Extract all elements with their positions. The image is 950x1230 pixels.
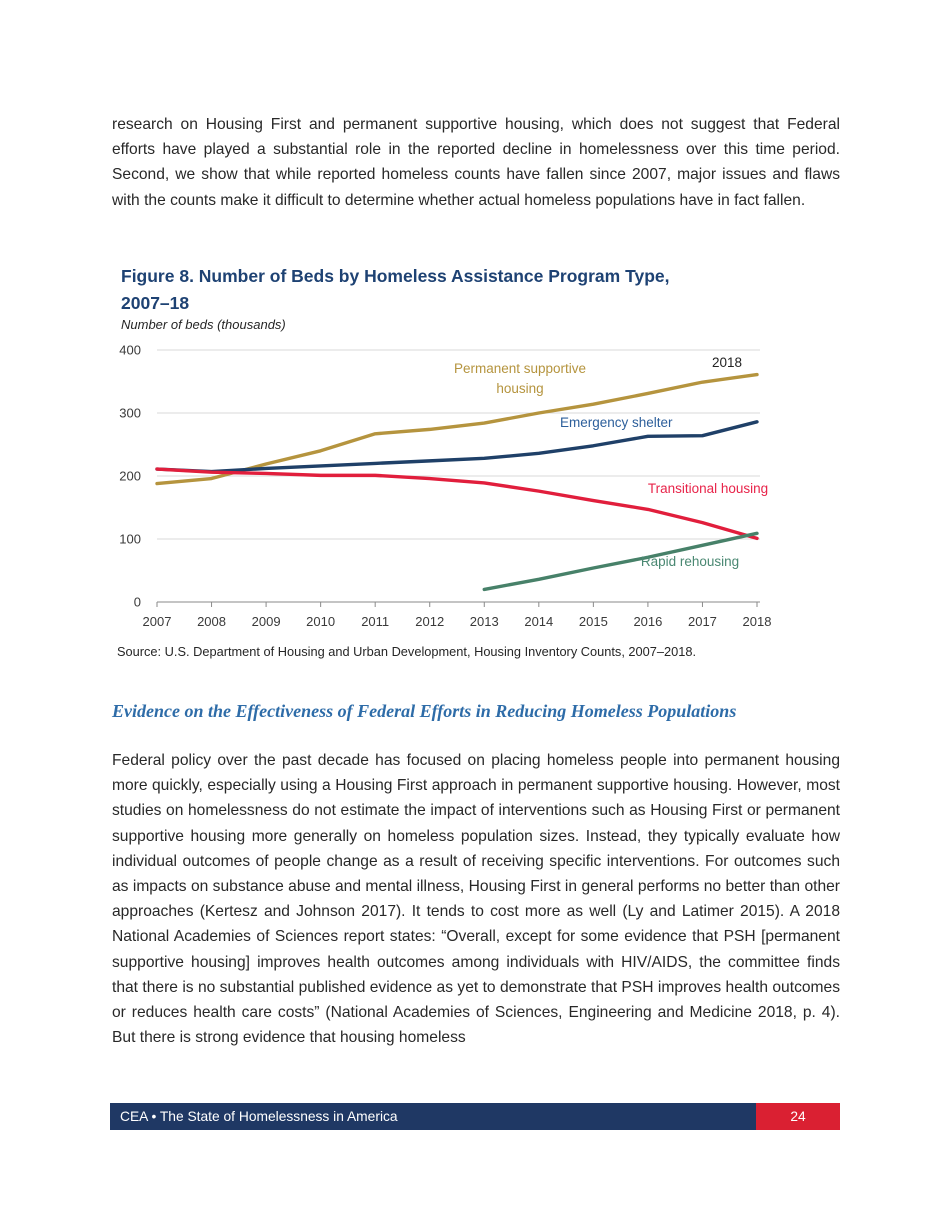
y-tick-label: 200 bbox=[119, 469, 141, 484]
paragraph-body: Federal policy over the past decade has … bbox=[112, 752, 840, 1047]
series-label-permanent-supportive-housing: Permanent supportive housing bbox=[453, 361, 587, 396]
x-tick-label: 2008 bbox=[197, 614, 226, 629]
y-tick-label: 100 bbox=[119, 532, 141, 547]
x-tick-label: 2015 bbox=[579, 614, 608, 629]
x-tick-label: 2013 bbox=[470, 614, 499, 629]
x-tick-label: 2018 bbox=[743, 614, 772, 629]
y-axis-title: Number of beds (thousands) bbox=[121, 317, 286, 332]
y-tick-label: 0 bbox=[134, 595, 141, 610]
source-note: Source: U.S. Department of Housing and U… bbox=[117, 644, 697, 659]
x-tick-label: 2011 bbox=[361, 614, 389, 629]
figure-title-line2: 2007–18 bbox=[121, 293, 190, 313]
figure-title-line1: Figure 8. Number of Beds by Homeless Ass… bbox=[121, 266, 670, 286]
series-label-emergency-shelter: Emergency shelter bbox=[560, 415, 673, 430]
y-tick-label: 400 bbox=[119, 343, 141, 358]
x-tick-label: 2009 bbox=[252, 614, 281, 629]
page-number-badge: 24 bbox=[756, 1103, 840, 1130]
x-tick-label: 2007 bbox=[143, 614, 172, 629]
footer-report-title: CEA • The State of Homelessness in Ameri… bbox=[120, 1109, 398, 1124]
x-tick-label: 2017 bbox=[688, 614, 717, 629]
year-end-annotation: 2018 bbox=[712, 355, 743, 370]
figure-title: Figure 8. Number of Beds by Homeless Ass… bbox=[121, 263, 821, 317]
x-tick-label: 2012 bbox=[415, 614, 444, 629]
x-tick-label: 2014 bbox=[524, 614, 553, 629]
footer-bar: CEA • The State of Homelessness in Ameri… bbox=[110, 1103, 840, 1130]
x-tick-label: 2010 bbox=[306, 614, 335, 629]
y-tick-label: 300 bbox=[119, 406, 141, 421]
section-heading: Evidence on the Effectiveness of Federal… bbox=[112, 701, 737, 721]
x-tick-label: 2016 bbox=[633, 614, 662, 629]
series-label-rapid-rehousing: Rapid rehousing bbox=[640, 554, 740, 569]
paragraph-top: research on Housing First and permanent … bbox=[112, 116, 840, 209]
series-label-transitional-housing: Transitional housing bbox=[647, 481, 769, 496]
